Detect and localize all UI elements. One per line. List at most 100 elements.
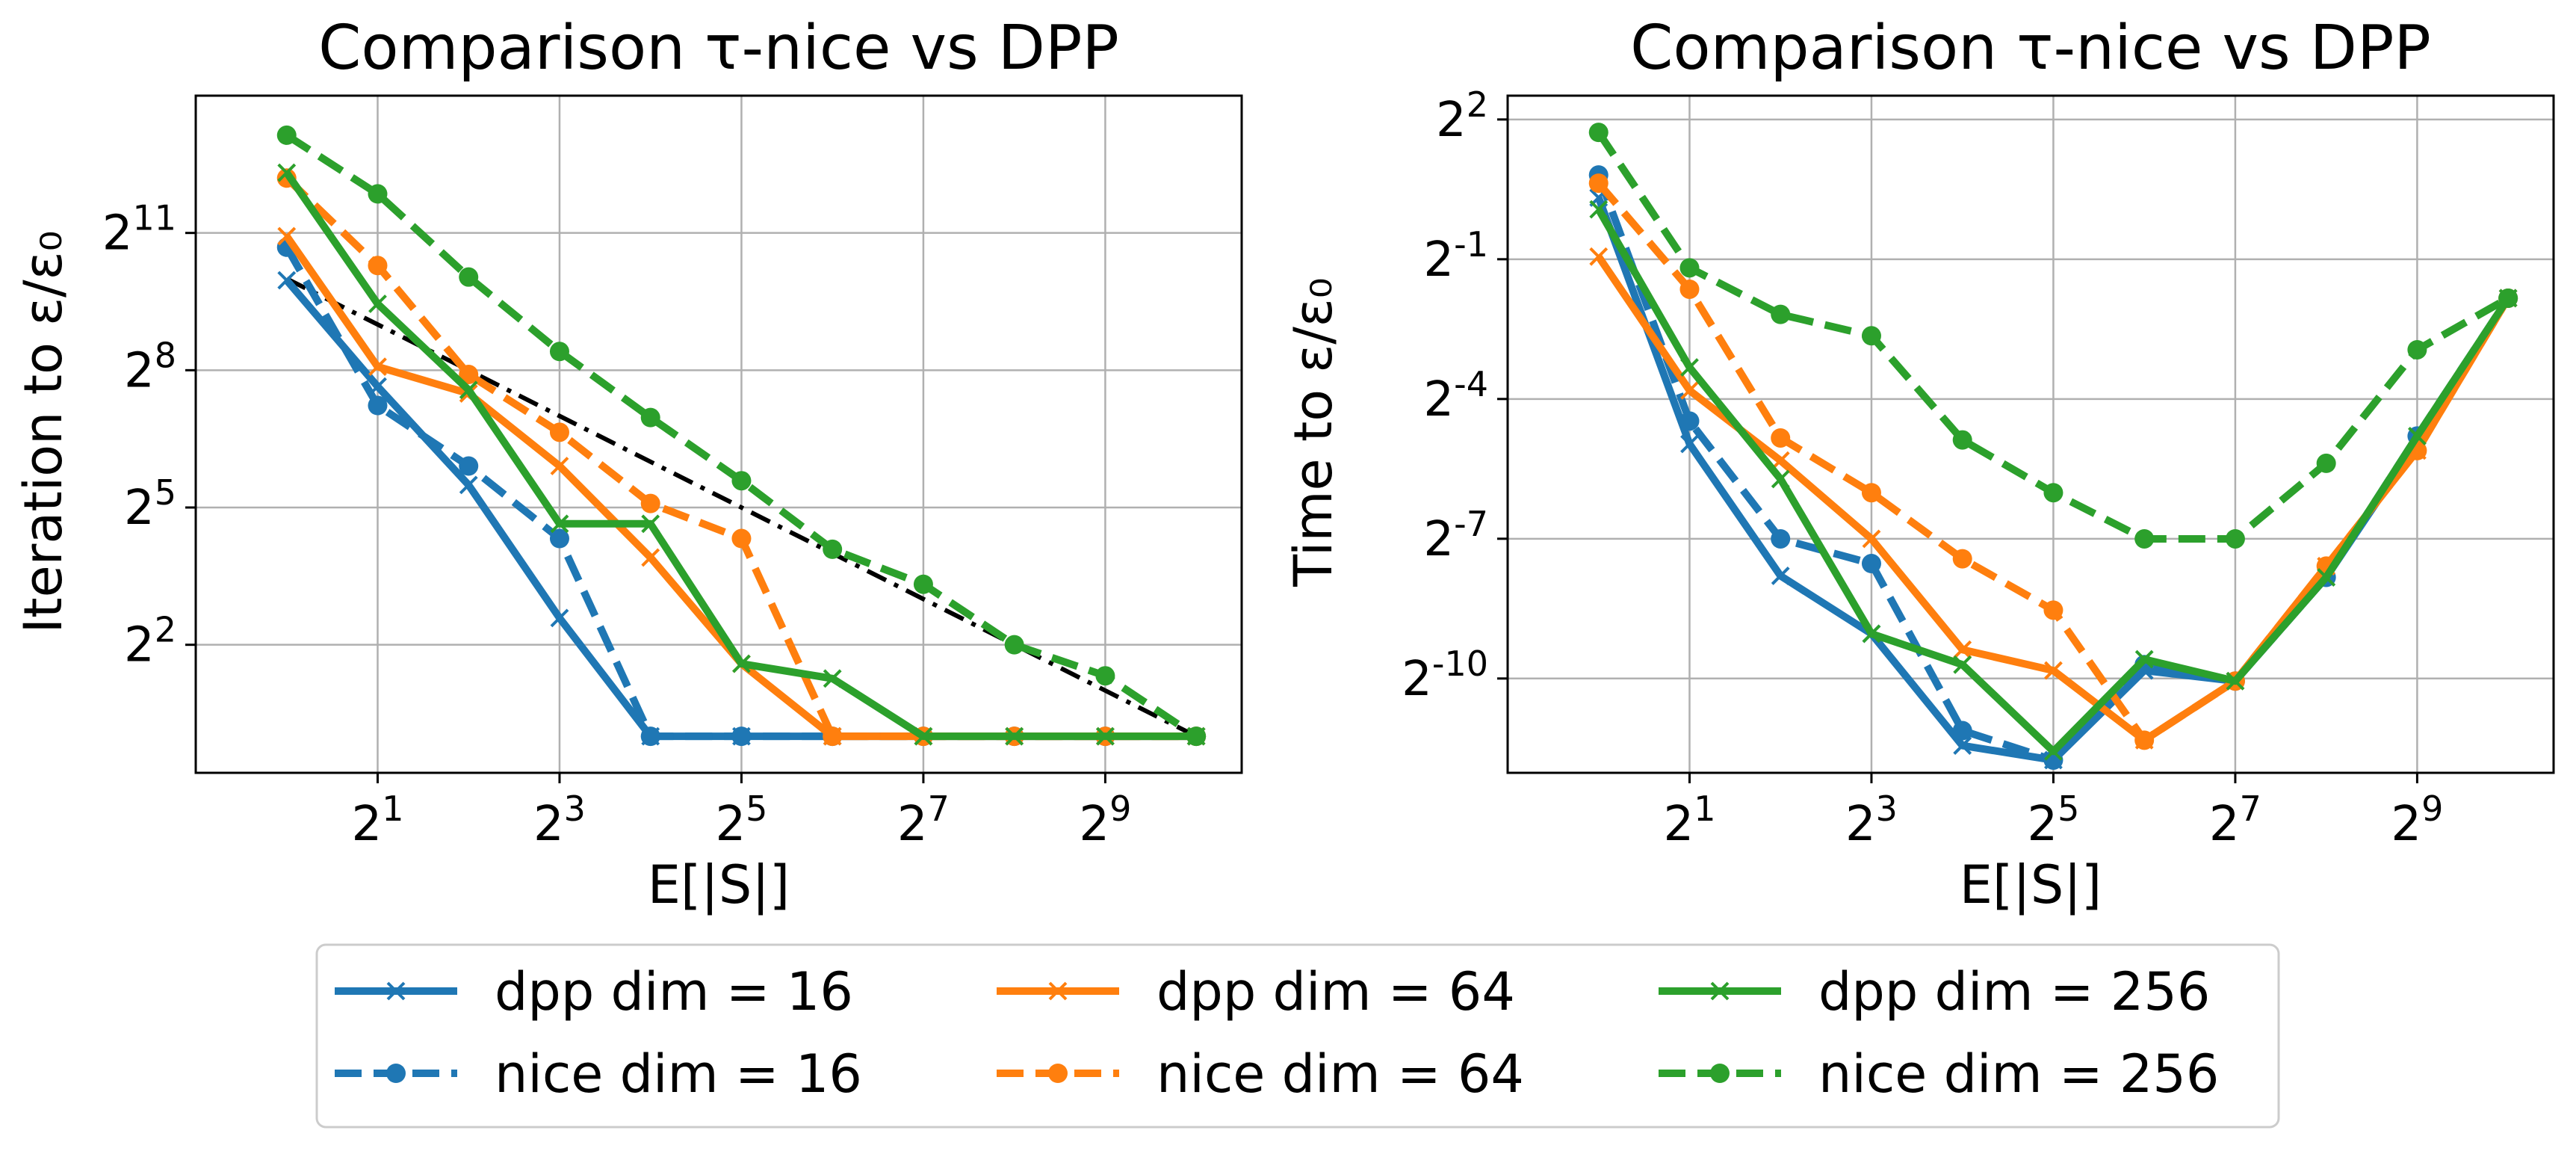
data-point — [277, 226, 297, 246]
y-tick-label: 2-4 — [1423, 364, 1488, 428]
reference-line — [285, 277, 1198, 738]
data-point — [1186, 726, 1207, 747]
series-nice-dim-256 — [276, 125, 1207, 747]
data-point — [1861, 554, 1881, 574]
data-point — [459, 267, 479, 287]
legend-label: nice dim = 16 — [495, 1043, 862, 1105]
data-point — [549, 342, 569, 362]
data-point — [731, 726, 752, 747]
data-point — [549, 422, 569, 442]
data-point — [1588, 123, 1609, 143]
data-point — [368, 357, 387, 377]
data-point — [1679, 258, 1700, 278]
data-point — [1589, 200, 1609, 219]
data-point — [732, 654, 751, 673]
y-tick-label: 2-10 — [1402, 644, 1488, 707]
data-point — [276, 125, 297, 145]
legend-entry: nice dim = 64 — [997, 1043, 1524, 1105]
data-point — [823, 539, 843, 559]
plot-frame — [194, 94, 1243, 774]
data-point — [640, 493, 660, 513]
data-series — [1588, 123, 2518, 770]
legend-frame — [315, 943, 2280, 1129]
x-tick-label: 27 — [897, 789, 950, 852]
data-point — [2498, 288, 2518, 308]
tick-labels: 21 23 25 27 29 22 25 28 211 — [102, 198, 1132, 852]
iteration-chart: Comparison τ-nice vs DPP Iteration to ε/… — [13, 13, 1243, 916]
data-point — [1861, 326, 1881, 346]
data-point — [2134, 730, 2155, 750]
data-point — [823, 669, 842, 688]
x-tick-label: 27 — [2209, 789, 2261, 852]
data-point — [386, 981, 406, 1001]
y-tick-label: 2-1 — [1423, 224, 1488, 288]
data-point — [2043, 483, 2063, 503]
data-point — [1589, 247, 1609, 266]
data-point — [1952, 430, 1972, 450]
data-point — [1862, 624, 1881, 644]
legend-entry: dpp dim = 256 — [1659, 961, 2210, 1022]
data-point — [2134, 650, 2154, 669]
y-tick-label: 211 — [102, 198, 176, 262]
data-point — [2044, 741, 2063, 761]
grid — [196, 96, 1242, 773]
data-point — [459, 380, 478, 400]
legend-label: nice dim = 256 — [1818, 1043, 2219, 1105]
chart-title: Comparison τ-nice vs DPP — [318, 13, 1119, 84]
data-point — [2407, 339, 2427, 360]
data-point — [386, 1064, 406, 1083]
data-point — [1680, 434, 1699, 454]
data-point — [1771, 567, 1790, 585]
x-axis-label: E[|S|] — [1960, 854, 2102, 916]
data-point — [1771, 451, 1790, 470]
y-tick-label: 22 — [1436, 84, 1488, 148]
x-tick-label: 29 — [2391, 789, 2443, 852]
y-tick-label: 25 — [124, 472, 176, 536]
data-point — [368, 294, 387, 313]
series-dpp-dim-256 — [1589, 200, 2518, 761]
data-point — [459, 456, 479, 476]
legend-entry: nice dim = 16 — [335, 1043, 862, 1105]
data-point — [1771, 469, 1790, 489]
data-point — [1771, 428, 1791, 448]
data-point — [1710, 1064, 1730, 1083]
data-point — [2226, 671, 2245, 691]
data-point — [1679, 279, 1700, 299]
data-point — [368, 184, 388, 204]
legend-entry: dpp dim = 64 — [997, 961, 1515, 1022]
data-point — [641, 514, 660, 534]
data-point — [913, 574, 933, 594]
data-point — [1861, 483, 1881, 503]
x-tick-label: 21 — [351, 789, 403, 852]
data-point — [1771, 304, 1791, 324]
data-point — [1679, 411, 1700, 431]
data-point — [2316, 453, 2336, 473]
data-point — [1095, 726, 1115, 746]
data-point — [1952, 721, 1972, 741]
grid — [1508, 96, 2554, 773]
data-point — [1680, 380, 1699, 400]
data-point — [731, 471, 752, 491]
x-tick-label: 25 — [2027, 789, 2079, 852]
plot-frame — [1506, 94, 2555, 774]
data-point — [550, 457, 569, 475]
legend-entry: dpp dim = 16 — [335, 961, 853, 1022]
time-chart: Comparison τ-nice vs DPP Time to ε/ε₀ E[… — [1283, 13, 2555, 916]
data-point — [2317, 568, 2336, 587]
data-point — [2225, 528, 2245, 549]
data-point — [368, 256, 388, 276]
data-point — [459, 365, 479, 385]
data-point — [1680, 358, 1699, 377]
series-nice-dim-256 — [1588, 123, 2518, 549]
data-point — [1588, 173, 1609, 194]
x-axis-label: E[|S|] — [648, 854, 790, 916]
data-point — [368, 395, 388, 416]
data-point — [640, 407, 660, 428]
data-point — [1095, 666, 1115, 686]
data-point — [1710, 981, 1730, 1001]
data-point — [1004, 635, 1024, 655]
chart-title: Comparison τ-nice vs DPP — [1630, 13, 2431, 84]
x-tick-label: 23 — [533, 789, 586, 852]
data-point — [1048, 981, 1068, 1001]
data-point — [1952, 549, 1972, 569]
